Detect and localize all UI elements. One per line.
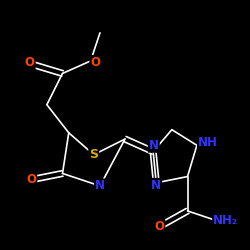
Text: O: O bbox=[26, 173, 36, 186]
Text: O: O bbox=[154, 220, 164, 233]
Text: NH: NH bbox=[198, 136, 218, 149]
Text: NH₂: NH₂ bbox=[213, 214, 238, 227]
Text: N: N bbox=[151, 179, 161, 192]
Text: O: O bbox=[25, 56, 35, 69]
Text: N: N bbox=[95, 180, 105, 192]
Text: S: S bbox=[89, 148, 98, 161]
Text: N: N bbox=[149, 139, 159, 152]
Text: O: O bbox=[90, 56, 100, 69]
